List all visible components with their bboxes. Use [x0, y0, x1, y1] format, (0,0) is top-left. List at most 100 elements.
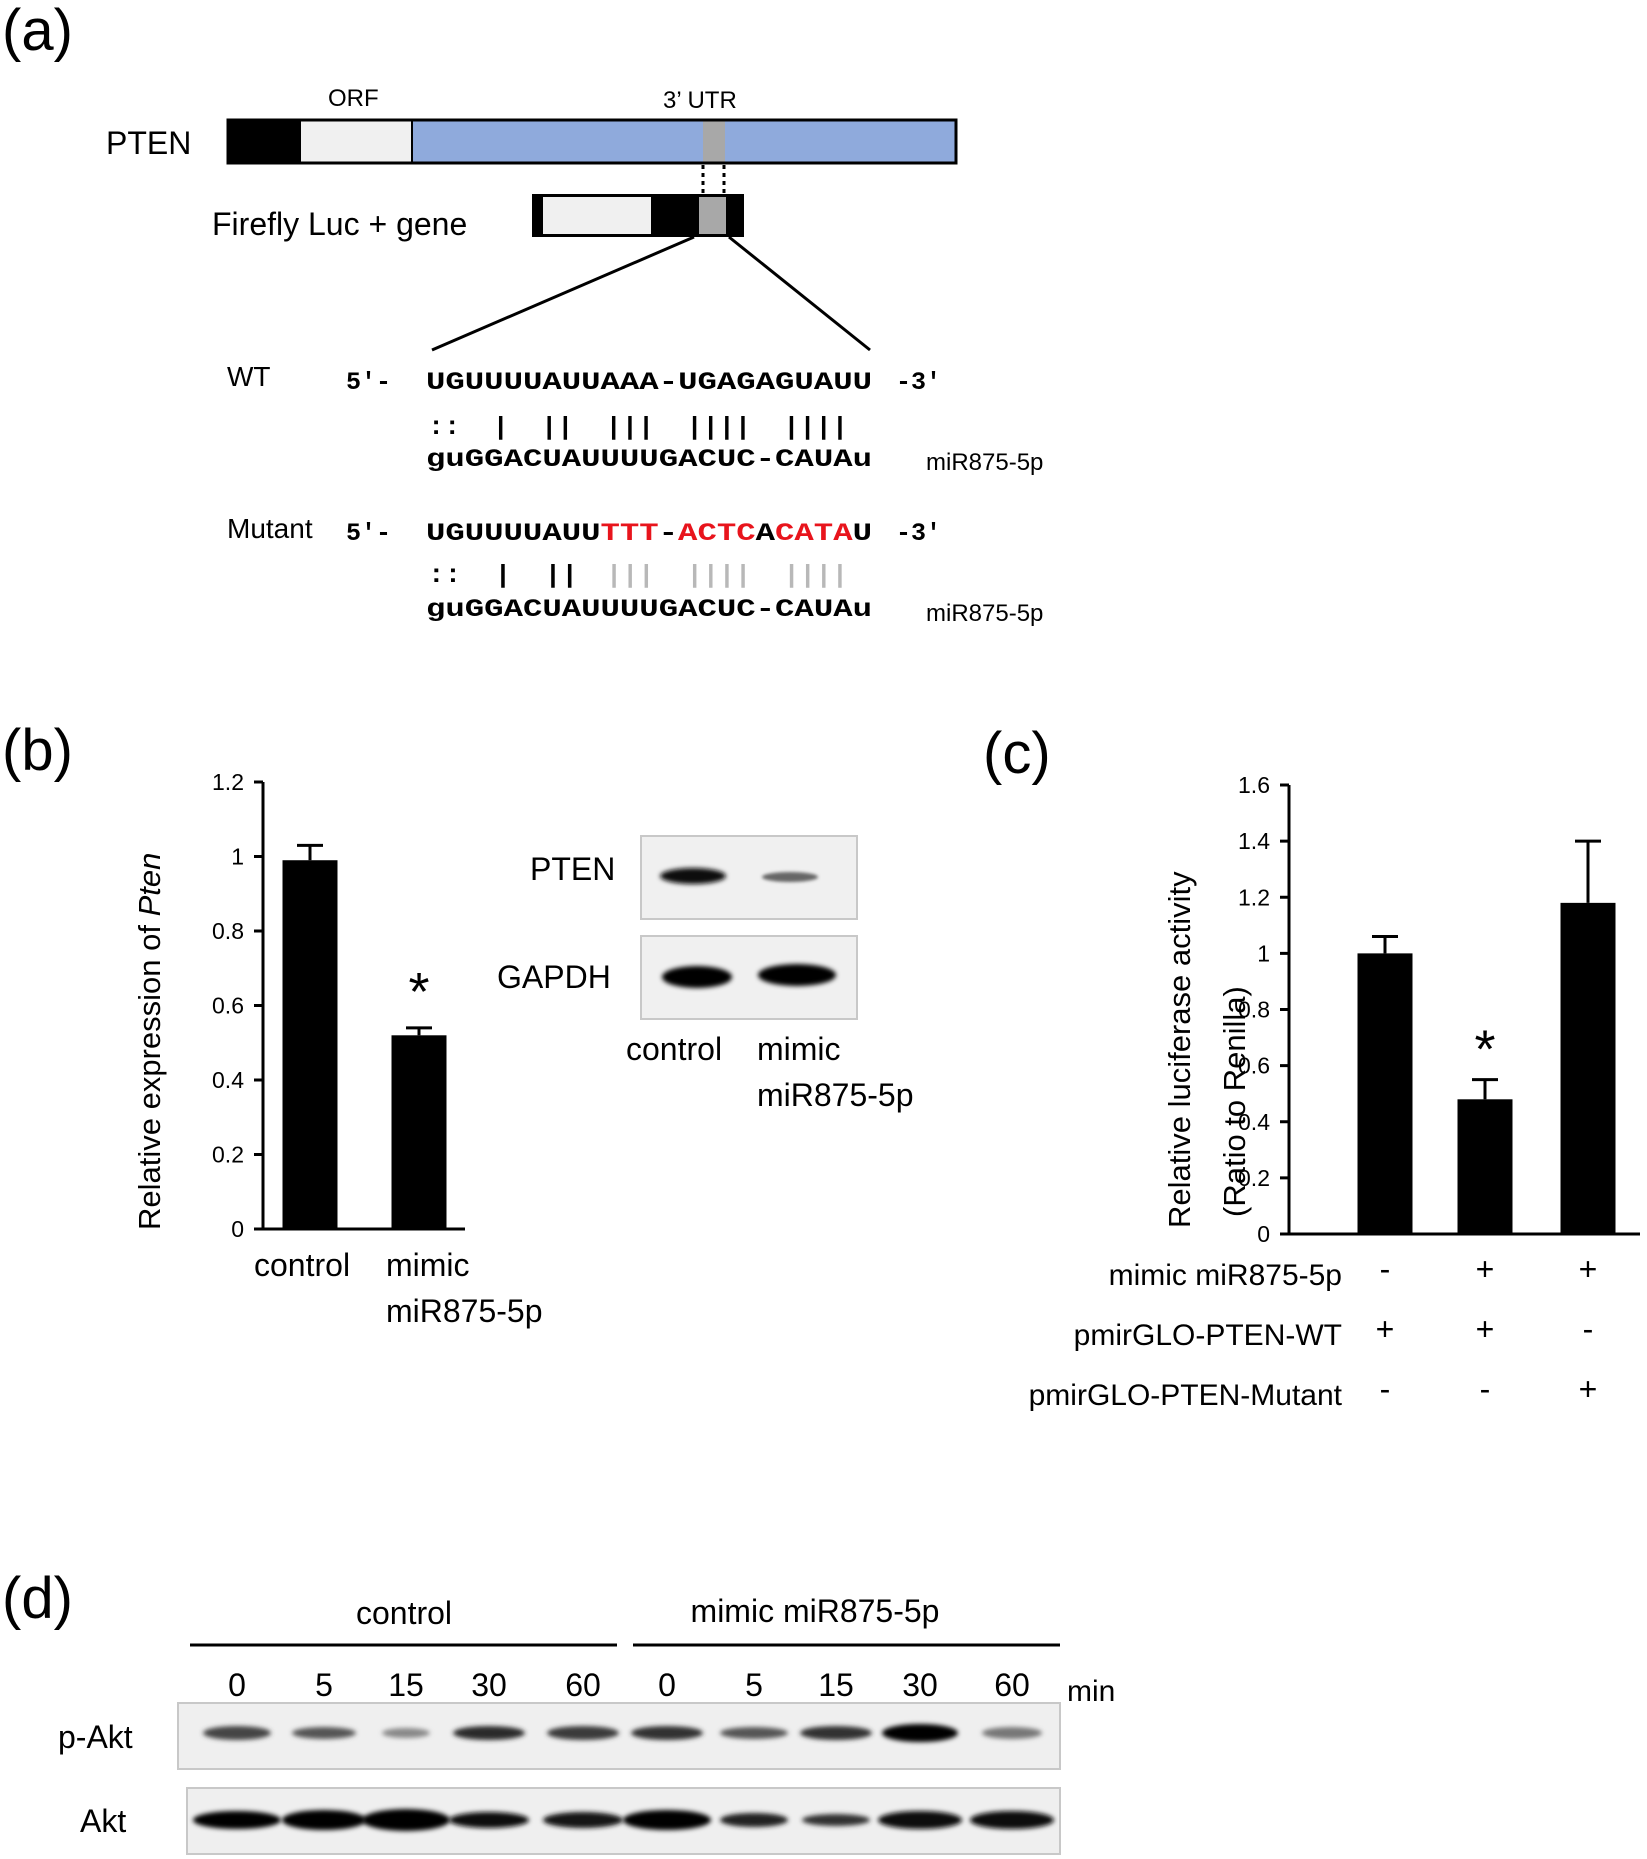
mutant-3prime: -3′ [896, 519, 941, 548]
chart-b-y-tick-label: 0 [231, 1216, 244, 1242]
chart-b-category-label: miR875-5p [386, 1293, 543, 1329]
band-pten-mimic [762, 872, 818, 882]
blot-row-label: GAPDH [497, 959, 611, 995]
timepoint-label: 0 [228, 1667, 246, 1703]
band-akt [623, 1810, 711, 1830]
band-p-akt [382, 1728, 430, 1738]
chart-c-y-tick-label: 1.6 [1238, 772, 1270, 798]
mutant-seq-part: U [853, 519, 872, 548]
condition-mark: + [1376, 1311, 1395, 1347]
mutant-seq-mutation: ACTC [678, 519, 756, 548]
pten-gene-label: PTEN [106, 125, 191, 161]
chart-b-category-label: control [254, 1247, 350, 1283]
timepoint-label: 30 [902, 1667, 938, 1703]
utr-label: 3’ UTR [663, 87, 737, 114]
panel-b: (b) Relative expression of Pten 0 0.2 0.4 0… [2, 718, 914, 1329]
blot-lane-label: miR875-5p [757, 1077, 914, 1113]
mutant-seq-mutation: CATA [775, 519, 853, 548]
chart-c-plot: 0 0.2 0.4 0.6 0.8 1 1.2 1.4 1.6 * [1238, 772, 1640, 1247]
wt-sequence: UGUUUUAUUAAA-UGAGAGUAUU [426, 368, 872, 397]
band-p-akt [292, 1727, 356, 1739]
time-unit: min [1067, 1675, 1115, 1708]
chart-b-bar [282, 860, 338, 1229]
timepoint-label: 5 [745, 1667, 763, 1703]
band-p-akt [631, 1726, 703, 1740]
wt-3prime: -3′ [896, 368, 941, 397]
band-pten-control [660, 868, 726, 884]
chart-b-y-tick-label: 0.4 [212, 1067, 244, 1093]
chart-c-y-tick-label: 1 [1257, 940, 1270, 966]
mutant-label: Mutant [227, 513, 313, 544]
blot-p-akt [177, 1702, 1061, 1770]
timepoint-label: 15 [818, 1667, 854, 1703]
mutant-pairing-lost: ||| |||| |||| [606, 561, 848, 590]
blot-row-label: p-Akt [58, 1719, 133, 1755]
chart-c-significance-mark: * [1474, 1020, 1495, 1080]
panel-a: (a) PTEN ORF 3’ UTR Firefly Luc + gene W… [2, 0, 1043, 627]
chart-c-bar [1560, 902, 1616, 1234]
chart-c-ylabel-line2: (Ratio to Renilla) [1217, 986, 1252, 1217]
band-p-akt [720, 1727, 788, 1739]
chart-b-ylabel-text: Relative expression of [132, 916, 167, 1230]
zoom-line-left [431, 235, 695, 352]
condition-mark: - [1583, 1311, 1594, 1347]
blot-row-label: PTEN [530, 851, 615, 887]
chart-b-significance-mark: * [408, 962, 429, 1022]
wt-pairing: :: | || ||| |||| |||| [428, 413, 848, 442]
chart-c-y-tick-label: 0.6 [1238, 1053, 1270, 1079]
chart-b-y-tick-label: 0.6 [212, 993, 244, 1019]
chart-c-y-tick-label: 0.4 [1238, 1109, 1270, 1135]
chart-b-y-tick-label: 0.2 [212, 1142, 244, 1168]
band-akt [193, 1811, 281, 1829]
condition-name: mimic miR875-5p [1109, 1259, 1342, 1292]
condition-mark: + [1476, 1251, 1495, 1287]
chart-b-ylabel: Relative expression of Pten [132, 853, 167, 1230]
band-akt [282, 1810, 366, 1830]
chart-c-bar [1357, 953, 1413, 1234]
condition-name: pmirGLO-PTEN-WT [1074, 1319, 1342, 1352]
band-akt [878, 1811, 962, 1829]
timepoint-label: 60 [994, 1667, 1030, 1703]
band-p-akt [982, 1727, 1042, 1739]
mutant-seq-part: A [756, 519, 775, 548]
condition-table: mimic miR875-5p - + + pmirGLO-PTEN-WT + + - pmir… [1029, 1251, 1598, 1412]
chart-b-category-label: mimic [386, 1247, 470, 1283]
group-label-mimic: mimic miR875-5p [691, 1593, 940, 1629]
mutant-seq-part: UGUUUUAUU [426, 519, 600, 548]
condition-mark: + [1579, 1251, 1598, 1287]
mutant-5prime: 5′- [346, 519, 391, 548]
chart-c-y-tick-label: 0 [1257, 1221, 1270, 1247]
target-site [703, 121, 725, 162]
band-akt [970, 1811, 1054, 1829]
orf-label: ORF [328, 85, 379, 112]
mutant-mirna-sequence: guGGACUAUUUUGACUC-CAUAu [426, 595, 872, 624]
condition-name: pmirGLO-PTEN-Mutant [1029, 1379, 1343, 1412]
group-label-control: control [356, 1595, 452, 1631]
blot-row-label: Akt [80, 1803, 126, 1839]
chart-b-y-tick-label: 1.2 [212, 769, 244, 795]
condition-mark: - [1480, 1371, 1491, 1407]
band-akt [802, 1814, 870, 1826]
chart-b-bar [391, 1035, 447, 1229]
chart-b-y-tick-label: 1 [231, 844, 244, 870]
construct-label: Firefly Luc + gene [212, 206, 467, 242]
panel-c-label: (c) [983, 721, 1051, 786]
timepoint-labels: 0 5 15 30 60 0 5 15 30 60 [228, 1667, 1030, 1703]
panel-b-label: (b) [2, 718, 73, 783]
condition-mark: - [1380, 1371, 1391, 1407]
condition-mark: - [1380, 1251, 1391, 1287]
band-akt [543, 1812, 623, 1828]
band-p-akt [203, 1726, 271, 1740]
band-p-akt [547, 1726, 619, 1740]
condition-mark: + [1476, 1311, 1495, 1347]
chart-c-y-tick-label: 0.8 [1238, 997, 1270, 1023]
panel-d-label: (d) [2, 1566, 73, 1631]
band-p-akt [882, 1724, 958, 1742]
mutant-seq-mutation: TTT [600, 519, 658, 548]
condition-mark: + [1579, 1371, 1598, 1407]
wt-5prime: 5′- [346, 368, 391, 397]
panel-c: (c) Relative luciferase activity (Ratio … [983, 721, 1640, 1412]
mutant-sequence: UGUUUUAUU TTT - ACTC A CATA U [426, 519, 872, 548]
wt-mirna-name: miR875-5p [926, 449, 1043, 476]
